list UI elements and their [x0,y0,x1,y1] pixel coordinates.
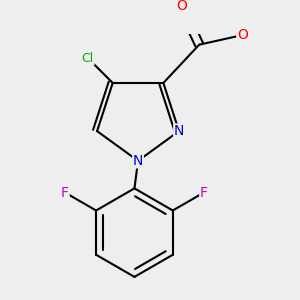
Text: O: O [237,28,248,42]
Text: N: N [174,124,184,138]
Text: N: N [133,154,143,168]
Text: O: O [176,0,187,14]
Text: Cl: Cl [82,52,94,64]
Text: F: F [61,186,69,200]
Text: F: F [200,186,208,200]
